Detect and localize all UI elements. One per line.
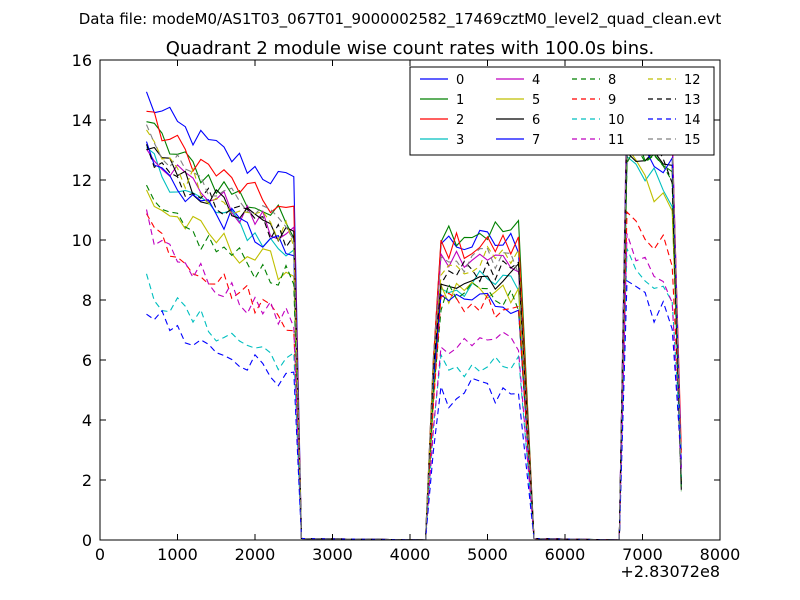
series-line-11 (145, 209, 682, 541)
x-tick-label: 0 (95, 545, 105, 564)
y-tick-label: 12 (72, 171, 92, 190)
series-line-12 (146, 109, 682, 541)
x-tick-label: 5000 (467, 545, 508, 564)
legend-label-0: 0 (456, 73, 464, 88)
series-line-7 (145, 116, 682, 541)
legend-label-5: 5 (532, 93, 540, 108)
legend-label-3: 3 (456, 133, 464, 148)
series-line-1 (146, 121, 682, 541)
x-tick-label: 6000 (545, 545, 586, 564)
legend-label-8: 8 (608, 73, 616, 88)
x-tick-label: 7000 (622, 545, 663, 564)
series-line-14 (146, 279, 682, 541)
y-tick-label: 8 (82, 291, 92, 310)
legend-label-13: 13 (684, 93, 701, 108)
x-tick-label: 4000 (390, 545, 431, 564)
chart-title: Quadrant 2 module wise count rates with … (166, 38, 655, 59)
series-line-4 (146, 88, 682, 541)
series-line-15 (145, 109, 682, 541)
legend-label-14: 14 (684, 113, 701, 128)
legend-label-4: 4 (532, 73, 540, 88)
series-line-0 (145, 91, 682, 541)
plot-area: 0 1000 2000 3000 4000 5000 6000 7000 80000246810… (72, 51, 741, 564)
series-line-5 (146, 145, 682, 541)
x-offset-label: +2.83072e8 (620, 562, 720, 581)
legend-label-7: 7 (532, 133, 540, 148)
x-tick-label: 2000 (235, 545, 276, 564)
legend-label-12: 12 (684, 73, 701, 88)
x-tick-label: 1000 (157, 545, 198, 564)
series-line-3 (146, 147, 682, 541)
legend-box (409, 66, 715, 156)
legend-label-9: 9 (608, 93, 616, 108)
y-tick-label: 10 (72, 231, 92, 250)
legend-label-6: 6 (532, 113, 540, 128)
legend-label-10: 10 (608, 113, 625, 128)
y-tick-label: 14 (72, 111, 92, 130)
y-tick-label: 2 (82, 471, 92, 490)
y-tick-label: 4 (82, 411, 92, 430)
y-tick-label: 0 (82, 531, 92, 550)
chart-suptitle: Data file: modeM0/AS1T03_067T01_90000025… (79, 10, 722, 29)
series-line-13 (145, 113, 682, 541)
series-line-9 (146, 210, 682, 541)
legend-label-15: 15 (684, 133, 701, 148)
x-tick-label: 3000 (312, 545, 353, 564)
y-tick-label: 16 (72, 51, 92, 70)
series-line-6 (146, 146, 682, 541)
y-tick-label: 6 (82, 351, 92, 370)
legend-label-2: 2 (456, 113, 464, 128)
legend-label-1: 1 (456, 93, 464, 108)
series-line-2 (146, 110, 682, 541)
legend-label-11: 11 (608, 133, 625, 148)
x-tick-label: 8000 (700, 545, 741, 564)
